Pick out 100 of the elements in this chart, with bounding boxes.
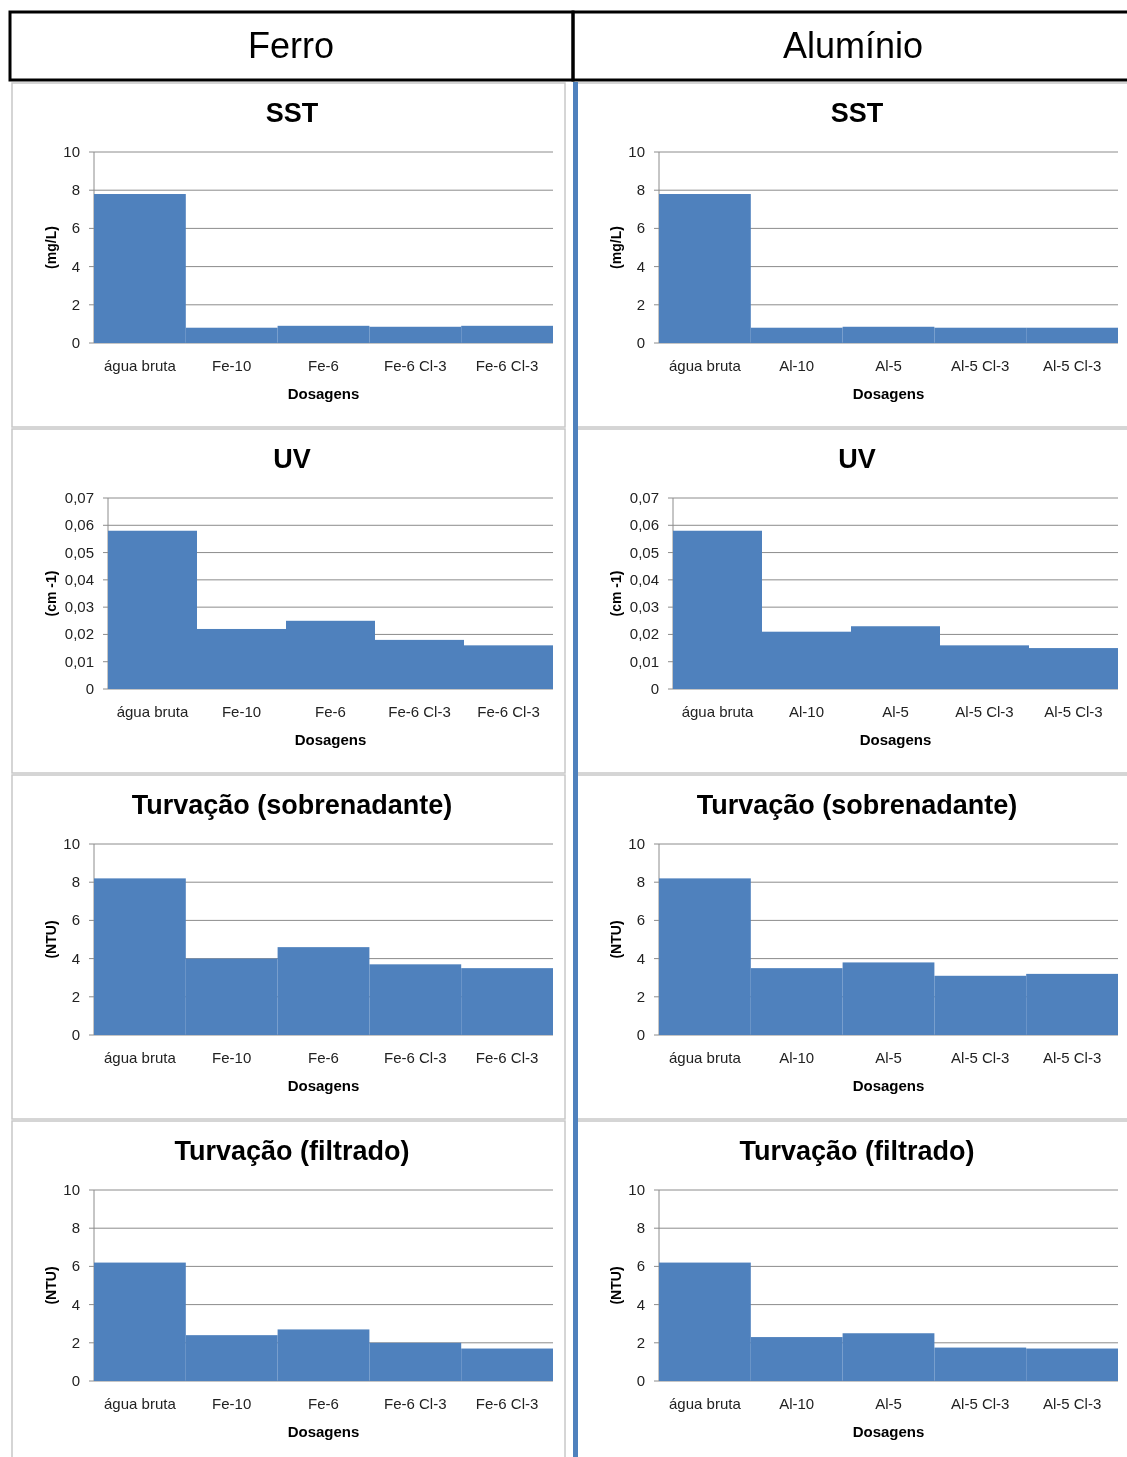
y-tick-label: 0,07 <box>64 489 94 506</box>
y-axis-title: (cm -1) <box>43 570 59 617</box>
x-tick-label: Fe-10 <box>212 1395 252 1412</box>
y-axis-title: (NTU) <box>608 1266 624 1305</box>
x-tick-label: Fe-6 <box>308 357 339 374</box>
y-tick-label: 0,03 <box>629 598 659 616</box>
y-tick-label: 2 <box>636 987 645 1005</box>
x-tick-label: Al-10 <box>779 357 815 374</box>
x-tick-label: Al-5 <box>875 357 902 374</box>
chart-title: Turvação (sobrenadante) <box>696 790 1018 820</box>
y-tick-label: 0 <box>85 680 94 697</box>
x-axis-title: Dosagens <box>852 1423 925 1440</box>
x-tick-label: Fe-10 <box>212 357 252 374</box>
y-tick-label: 8 <box>71 1219 80 1237</box>
y-tick-label: 10 <box>63 835 80 852</box>
y-tick-label: 10 <box>628 835 645 852</box>
x-tick-label: Al-5 <box>882 703 909 720</box>
x-tick-label: Al-5 <box>875 1395 902 1412</box>
y-axis-title: (cm -1) <box>608 570 624 617</box>
x-axis-title: Dosagens <box>287 1077 360 1094</box>
y-tick-label: 4 <box>636 1295 645 1313</box>
chart-title: SST <box>830 98 884 128</box>
y-tick-label: 8 <box>636 873 645 891</box>
x-tick-label: água bruta <box>669 1049 742 1066</box>
y-tick-label: 0 <box>636 334 645 351</box>
x-tick-label: água bruta <box>104 357 177 374</box>
x-tick-label: Fe-10 <box>212 1049 252 1066</box>
x-tick-label: Al-5 Cl-3 <box>1042 1049 1102 1066</box>
chart-title: UV <box>273 444 311 474</box>
y-axis-title: (mg/L) <box>43 226 59 269</box>
x-axis-title: Dosagens <box>852 1077 925 1094</box>
x-tick-label: Al-10 <box>779 1395 815 1412</box>
y-tick-label: 0,04 <box>629 570 659 588</box>
y-tick-label: 0,05 <box>629 543 659 561</box>
y-tick-label: 4 <box>636 949 645 967</box>
x-axis-title: Dosagens <box>287 385 360 402</box>
y-tick-label: 8 <box>71 873 80 891</box>
y-tick-label: 0 <box>71 1372 80 1389</box>
y-axis-title: (mg/L) <box>608 226 624 269</box>
x-tick-label: Al-5 Cl-3 <box>955 703 1014 720</box>
x-tick-label: Fe-6 <box>315 703 346 720</box>
y-tick-label: 0,02 <box>629 625 659 643</box>
y-tick-label: 0 <box>636 1026 645 1043</box>
y-tick-label: 2 <box>636 295 645 313</box>
x-tick-label: água bruta <box>104 1049 177 1066</box>
x-tick-label: Al-5 Cl-3 <box>1042 357 1102 374</box>
chart-title: Turvação (sobrenadante) <box>131 790 453 820</box>
x-axis-title: Dosagens <box>287 1423 360 1440</box>
y-tick-label: 8 <box>71 181 80 199</box>
x-tick-label: Fe-6 Cl-3 <box>384 357 447 374</box>
y-axis-title: (NTU) <box>608 920 624 959</box>
y-tick-label: 0,03 <box>64 598 94 616</box>
x-tick-label: Fe-6 Cl-3 <box>475 1395 539 1412</box>
x-tick-label: Fe-6 Cl-3 <box>475 357 539 374</box>
y-tick-label: 0,01 <box>629 652 659 670</box>
y-tick-label: 0,02 <box>64 625 94 643</box>
x-tick-label: Al-5 <box>875 1049 902 1066</box>
y-tick-label: 0,06 <box>64 516 94 534</box>
y-axis-title: (NTU) <box>43 920 59 959</box>
y-tick-label: 6 <box>636 911 645 929</box>
y-tick-label: 6 <box>71 1257 80 1275</box>
x-axis-title: Dosagens <box>852 385 925 402</box>
x-tick-label: Al-10 <box>788 703 825 720</box>
y-tick-label: 10 <box>628 1181 645 1198</box>
x-tick-label: água bruta <box>104 1395 177 1412</box>
x-tick-label: água bruta <box>681 703 755 720</box>
y-tick-label: 2 <box>71 987 80 1005</box>
x-tick-label: Fe-6 <box>308 1395 339 1412</box>
y-tick-label: 4 <box>71 949 80 967</box>
x-axis-title: Dosagens <box>294 731 367 748</box>
chart-title: Turvação (filtrado) <box>174 1136 410 1166</box>
chart-title: SST <box>265 98 319 128</box>
x-tick-label: Fe-6 Cl-3 <box>477 703 540 720</box>
y-tick-label: 8 <box>636 1219 645 1237</box>
y-tick-label: 6 <box>71 219 80 237</box>
x-tick-label: água bruta <box>116 703 190 720</box>
y-tick-label: 0,07 <box>629 489 659 506</box>
y-tick-label: 0,05 <box>64 543 94 561</box>
text: Ferro <box>247 25 335 66</box>
y-tick-label: 0,06 <box>629 516 659 534</box>
x-tick-label: Al-5 Cl-3 <box>1042 1395 1102 1412</box>
y-tick-label: 10 <box>63 1181 80 1198</box>
y-tick-label: 6 <box>636 219 645 237</box>
x-tick-label: Al-5 Cl-3 <box>951 357 1010 374</box>
y-tick-label: 4 <box>71 1295 80 1313</box>
y-tick-label: 2 <box>71 295 80 313</box>
y-tick-label: 10 <box>63 143 80 160</box>
y-tick-label: 0,01 <box>64 652 94 670</box>
y-tick-label: 6 <box>71 911 80 929</box>
chart-title: Turvação (filtrado) <box>739 1136 975 1166</box>
x-tick-label: Al-5 Cl-3 <box>1044 703 1103 720</box>
y-tick-label: 4 <box>71 257 80 275</box>
x-tick-label: Fe-10 <box>221 703 262 720</box>
y-tick-label: 4 <box>636 257 645 275</box>
y-tick-label: 0 <box>636 1372 645 1389</box>
x-tick-label: Al-10 <box>779 1049 815 1066</box>
x-tick-label: Fe-6 Cl-3 <box>388 703 451 720</box>
x-tick-label: Fe-6 Cl-3 <box>384 1049 447 1066</box>
y-tick-label: 2 <box>636 1333 645 1351</box>
y-axis-title: (NTU) <box>43 1266 59 1305</box>
